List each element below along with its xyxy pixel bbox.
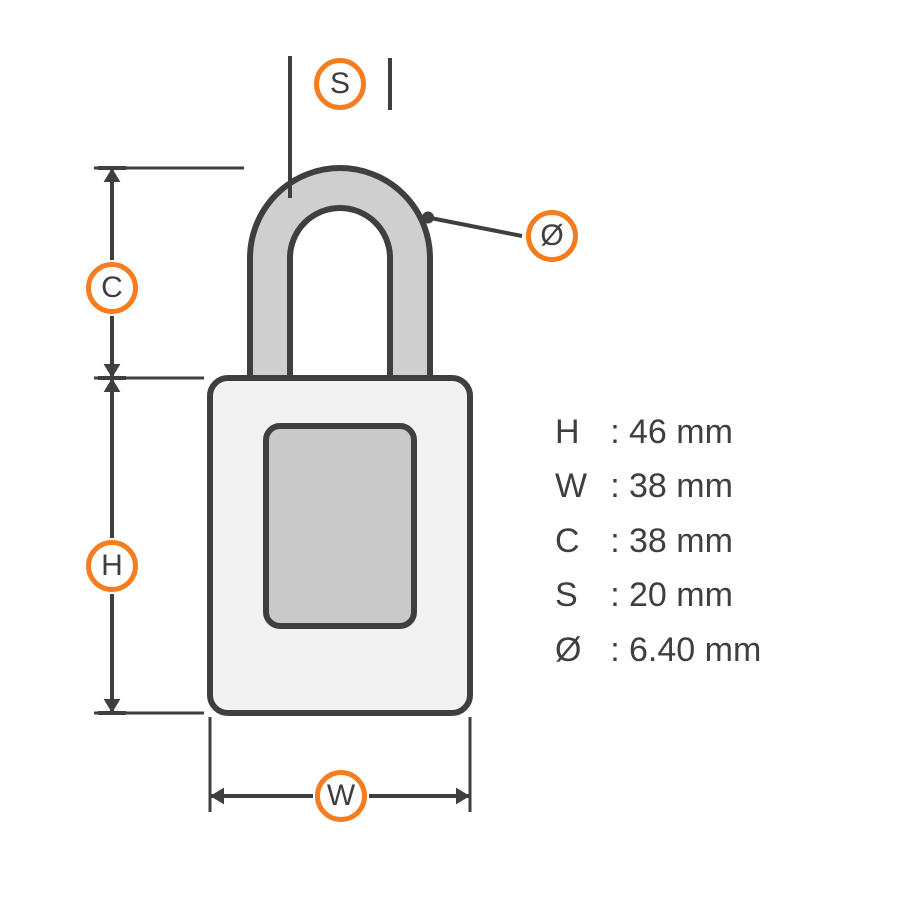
- dim-badge-s: S: [314, 58, 366, 110]
- dimension-row: S:20 mm: [555, 568, 761, 622]
- lock-body: [210, 378, 470, 713]
- dimension-row: Ø:6.40 mm: [555, 623, 761, 677]
- dim-badge-c: C: [86, 262, 138, 314]
- shackle: [250, 168, 430, 388]
- dim-badge-w: W: [315, 770, 367, 822]
- dimension-row: H:46 mm: [555, 405, 761, 459]
- dim-badge-h: H: [86, 540, 138, 592]
- diagram-canvas: S C H W Ø H:46 mm W:38 mm C:38 mm S:20 m…: [0, 0, 900, 900]
- dimension-row: W:38 mm: [555, 459, 761, 513]
- dimension-row: C:38 mm: [555, 514, 761, 568]
- dimension-list: H:46 mm W:38 mm C:38 mm S:20 mm Ø:6.40 m…: [555, 405, 761, 677]
- padlock-svg: [0, 0, 900, 900]
- dim-badge-diameter: Ø: [526, 210, 578, 262]
